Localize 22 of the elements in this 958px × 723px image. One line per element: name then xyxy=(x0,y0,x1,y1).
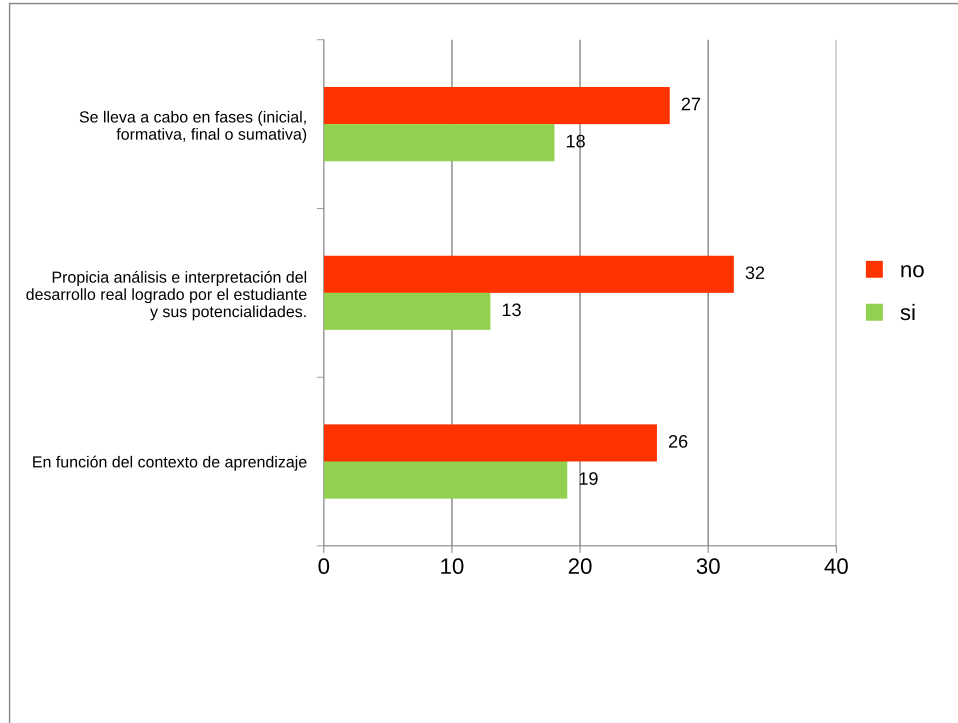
bar xyxy=(324,462,568,499)
bar xyxy=(324,256,734,293)
data-label: 32 xyxy=(746,266,764,280)
x-tick-label: 30 xyxy=(696,558,720,574)
x-tick-label: 20 xyxy=(568,558,592,574)
bar xyxy=(324,292,490,330)
bar xyxy=(324,87,670,124)
data-label: 13 xyxy=(502,303,521,316)
y-tick-label: Propicia análisis e interpretación del desarrollo real logrado por el estudiante y sus potencialidades. xyxy=(26,270,306,320)
y-tick-label: Se lleva a cabo en fases (inicial, formativa, final o sumativa) xyxy=(80,110,306,143)
legend-label: no xyxy=(901,265,924,278)
legend-label: si xyxy=(900,304,914,320)
data-label: 18 xyxy=(566,134,585,148)
data-label: 27 xyxy=(682,98,700,110)
bar xyxy=(324,424,657,462)
x-tick-label: 0 xyxy=(318,558,330,574)
y-tick-label: En función del contexto de aprendizaje xyxy=(33,456,306,471)
x-tick-label: 40 xyxy=(824,558,848,574)
data-label: 26 xyxy=(668,435,688,448)
x-tick-label: 10 xyxy=(441,558,464,574)
bar xyxy=(324,124,554,162)
data-label: 19 xyxy=(580,472,598,485)
